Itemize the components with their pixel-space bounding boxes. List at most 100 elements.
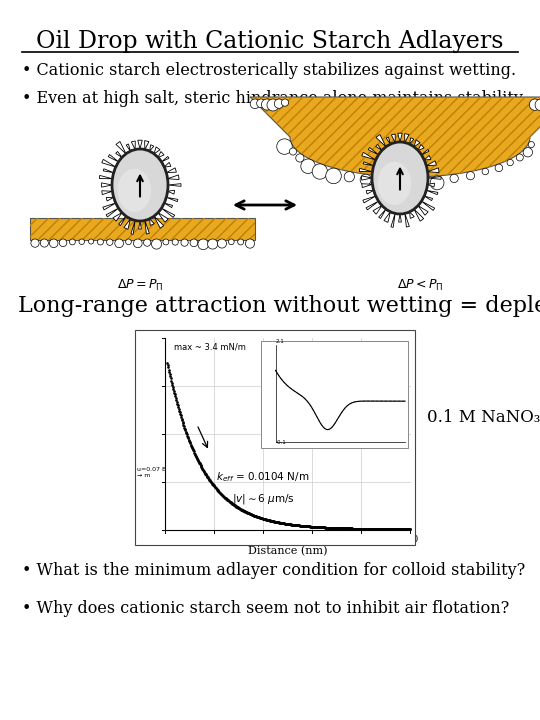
Polygon shape [428,168,439,173]
Circle shape [97,239,104,245]
Polygon shape [418,206,428,215]
Polygon shape [414,210,424,221]
Polygon shape [391,213,395,228]
Polygon shape [102,183,112,187]
Polygon shape [138,140,142,149]
Polygon shape [106,197,114,201]
Polygon shape [426,190,438,194]
Circle shape [228,239,234,245]
Text: -0.1: -0.1 [275,441,286,446]
Circle shape [276,139,292,154]
Polygon shape [106,208,119,217]
Polygon shape [116,151,122,158]
Polygon shape [409,138,414,144]
Text: Oil Drop with Cationic Starch Adlayers: Oil Drop with Cationic Starch Adlayers [36,30,504,53]
Polygon shape [362,153,376,160]
Text: 300: 300 [303,535,321,544]
Text: • Why does cationic starch seem not to inhibit air flotation?: • Why does cationic starch seem not to i… [22,600,509,617]
Polygon shape [421,150,429,155]
Circle shape [133,239,142,248]
Text: • Even at high salt, steric hindrance alone maintains stability.: • Even at high salt, steric hindrance al… [22,90,526,107]
Text: $k_{eff}$ = 0.0104 N/m: $k_{eff}$ = 0.0104 N/m [217,470,309,484]
Circle shape [380,176,387,183]
Polygon shape [145,220,150,234]
Polygon shape [376,145,382,150]
Polygon shape [116,142,126,154]
Circle shape [89,239,93,244]
Text: $|v| \sim 6$ $\mu$m/s: $|v| \sim 6$ $\mu$m/s [232,492,294,505]
Circle shape [516,154,523,161]
Circle shape [190,239,198,247]
Circle shape [31,239,39,247]
Polygon shape [124,219,131,230]
Circle shape [535,99,540,111]
Ellipse shape [372,142,428,214]
Text: max ~ 3.4 mN/m: max ~ 3.4 mN/m [174,343,246,351]
Polygon shape [384,212,390,222]
Polygon shape [404,134,409,143]
Circle shape [528,142,535,148]
Polygon shape [424,156,431,160]
Circle shape [495,164,503,171]
Circle shape [274,99,284,108]
Text: u=0.07 B
→ m: u=0.07 B → m [137,467,166,478]
Polygon shape [167,175,179,179]
Text: 100: 100 [205,535,222,544]
Circle shape [467,171,475,180]
Circle shape [415,177,422,184]
Polygon shape [126,144,131,151]
Polygon shape [392,134,395,143]
Circle shape [126,239,131,245]
Ellipse shape [112,149,168,221]
Polygon shape [414,140,420,147]
Circle shape [250,99,260,109]
Circle shape [144,239,151,246]
Text: $\Delta P < P_{\Pi}$: $\Delta P < P_{\Pi}$ [397,278,443,293]
Polygon shape [131,220,135,234]
Text: 0.1 M NaNO₃: 0.1 M NaNO₃ [427,409,540,426]
Polygon shape [158,151,164,158]
Polygon shape [399,214,401,222]
Circle shape [289,148,296,155]
Circle shape [40,239,49,247]
Polygon shape [409,212,414,218]
Bar [135,330,415,545]
Text: 0: 0 [162,535,168,544]
Polygon shape [366,201,379,210]
Circle shape [59,239,67,246]
Polygon shape [366,190,374,194]
Polygon shape [103,203,116,210]
Text: 200: 200 [254,535,272,544]
Ellipse shape [112,149,168,221]
Circle shape [529,99,540,110]
Circle shape [70,239,76,245]
Text: • Cationic starch electrosterically stabilizes against wetting.: • Cationic starch electrosterically stab… [22,62,516,79]
Polygon shape [421,201,435,210]
Text: Long-range attraction without wetting = depletion?: Long-range attraction without wetting = … [18,295,540,317]
Circle shape [450,174,458,183]
Polygon shape [167,190,174,194]
Polygon shape [362,184,373,188]
Ellipse shape [372,142,428,214]
Polygon shape [250,97,540,177]
Polygon shape [428,176,441,179]
Polygon shape [363,196,376,203]
Circle shape [198,239,208,250]
Polygon shape [113,212,122,221]
Polygon shape [379,210,386,218]
Polygon shape [108,155,119,162]
Polygon shape [398,133,402,142]
Circle shape [312,164,327,179]
Circle shape [172,239,178,246]
Polygon shape [418,145,424,150]
Circle shape [261,99,273,110]
Polygon shape [119,216,126,225]
Polygon shape [139,221,141,229]
Polygon shape [103,168,114,173]
Polygon shape [168,184,181,186]
Text: 2.1: 2.1 [275,339,284,344]
Polygon shape [424,196,433,201]
Circle shape [296,154,304,162]
Text: $\Delta P = P_{\Pi}$: $\Delta P = P_{\Pi}$ [117,278,163,293]
Bar [261,341,408,449]
